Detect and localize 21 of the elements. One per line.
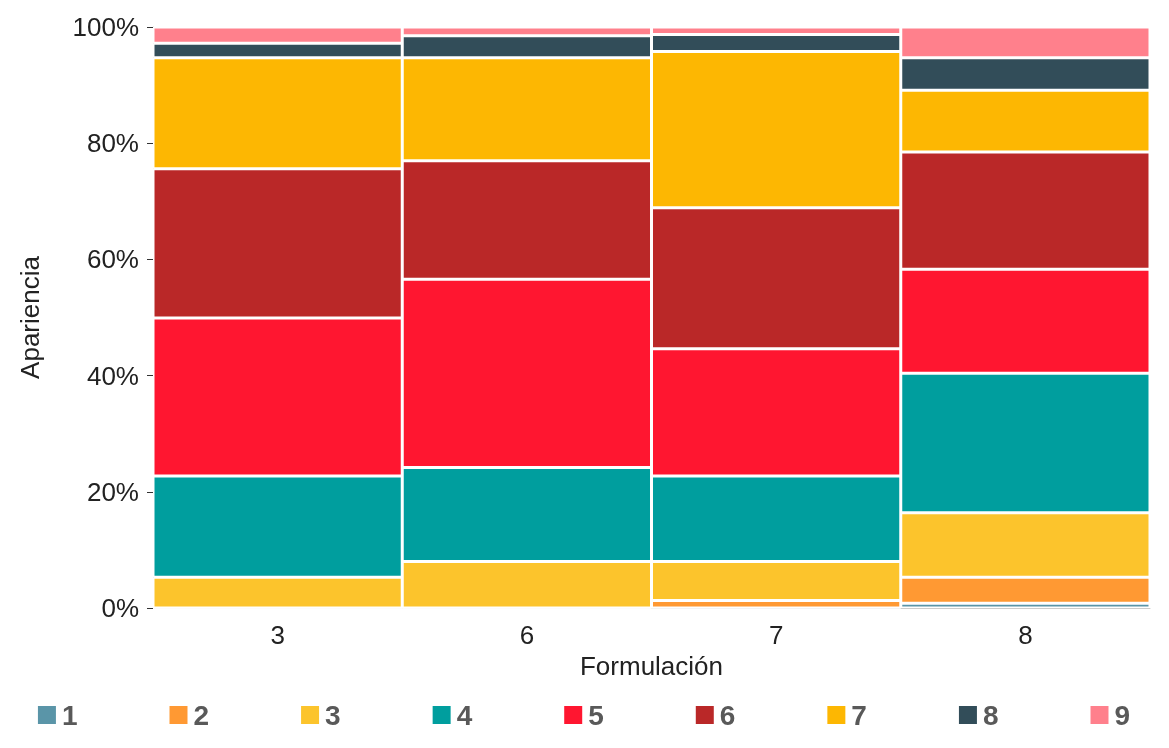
legend-label: 4: [456, 699, 473, 731]
legend-label: 5: [588, 699, 604, 731]
legend-label: 9: [1114, 699, 1131, 731]
legend-label: 3: [325, 699, 341, 731]
x-tick-label: 3: [270, 620, 285, 650]
legend-label: 6: [719, 699, 736, 731]
legend-label: 8: [982, 699, 999, 731]
legend-label: 2: [193, 699, 210, 731]
x-tick-label: 8: [1018, 620, 1033, 650]
x-axis-title: Formulación: [579, 650, 724, 681]
x-tick-label: 6: [519, 620, 535, 650]
legend-label: 7: [851, 699, 867, 731]
y-tick-label: 100%: [72, 12, 139, 42]
y-axis-title: Apariencia: [15, 255, 45, 379]
y-tick-label: 40%: [86, 360, 139, 391]
x-tick-label: 7: [768, 620, 784, 650]
legend-label: 1: [61, 699, 78, 731]
y-tick-label: 60%: [86, 244, 139, 275]
y-tick-label: 0%: [101, 593, 139, 623]
y-tick-label: 80%: [86, 128, 139, 159]
y-tick-label: 20%: [86, 476, 139, 507]
